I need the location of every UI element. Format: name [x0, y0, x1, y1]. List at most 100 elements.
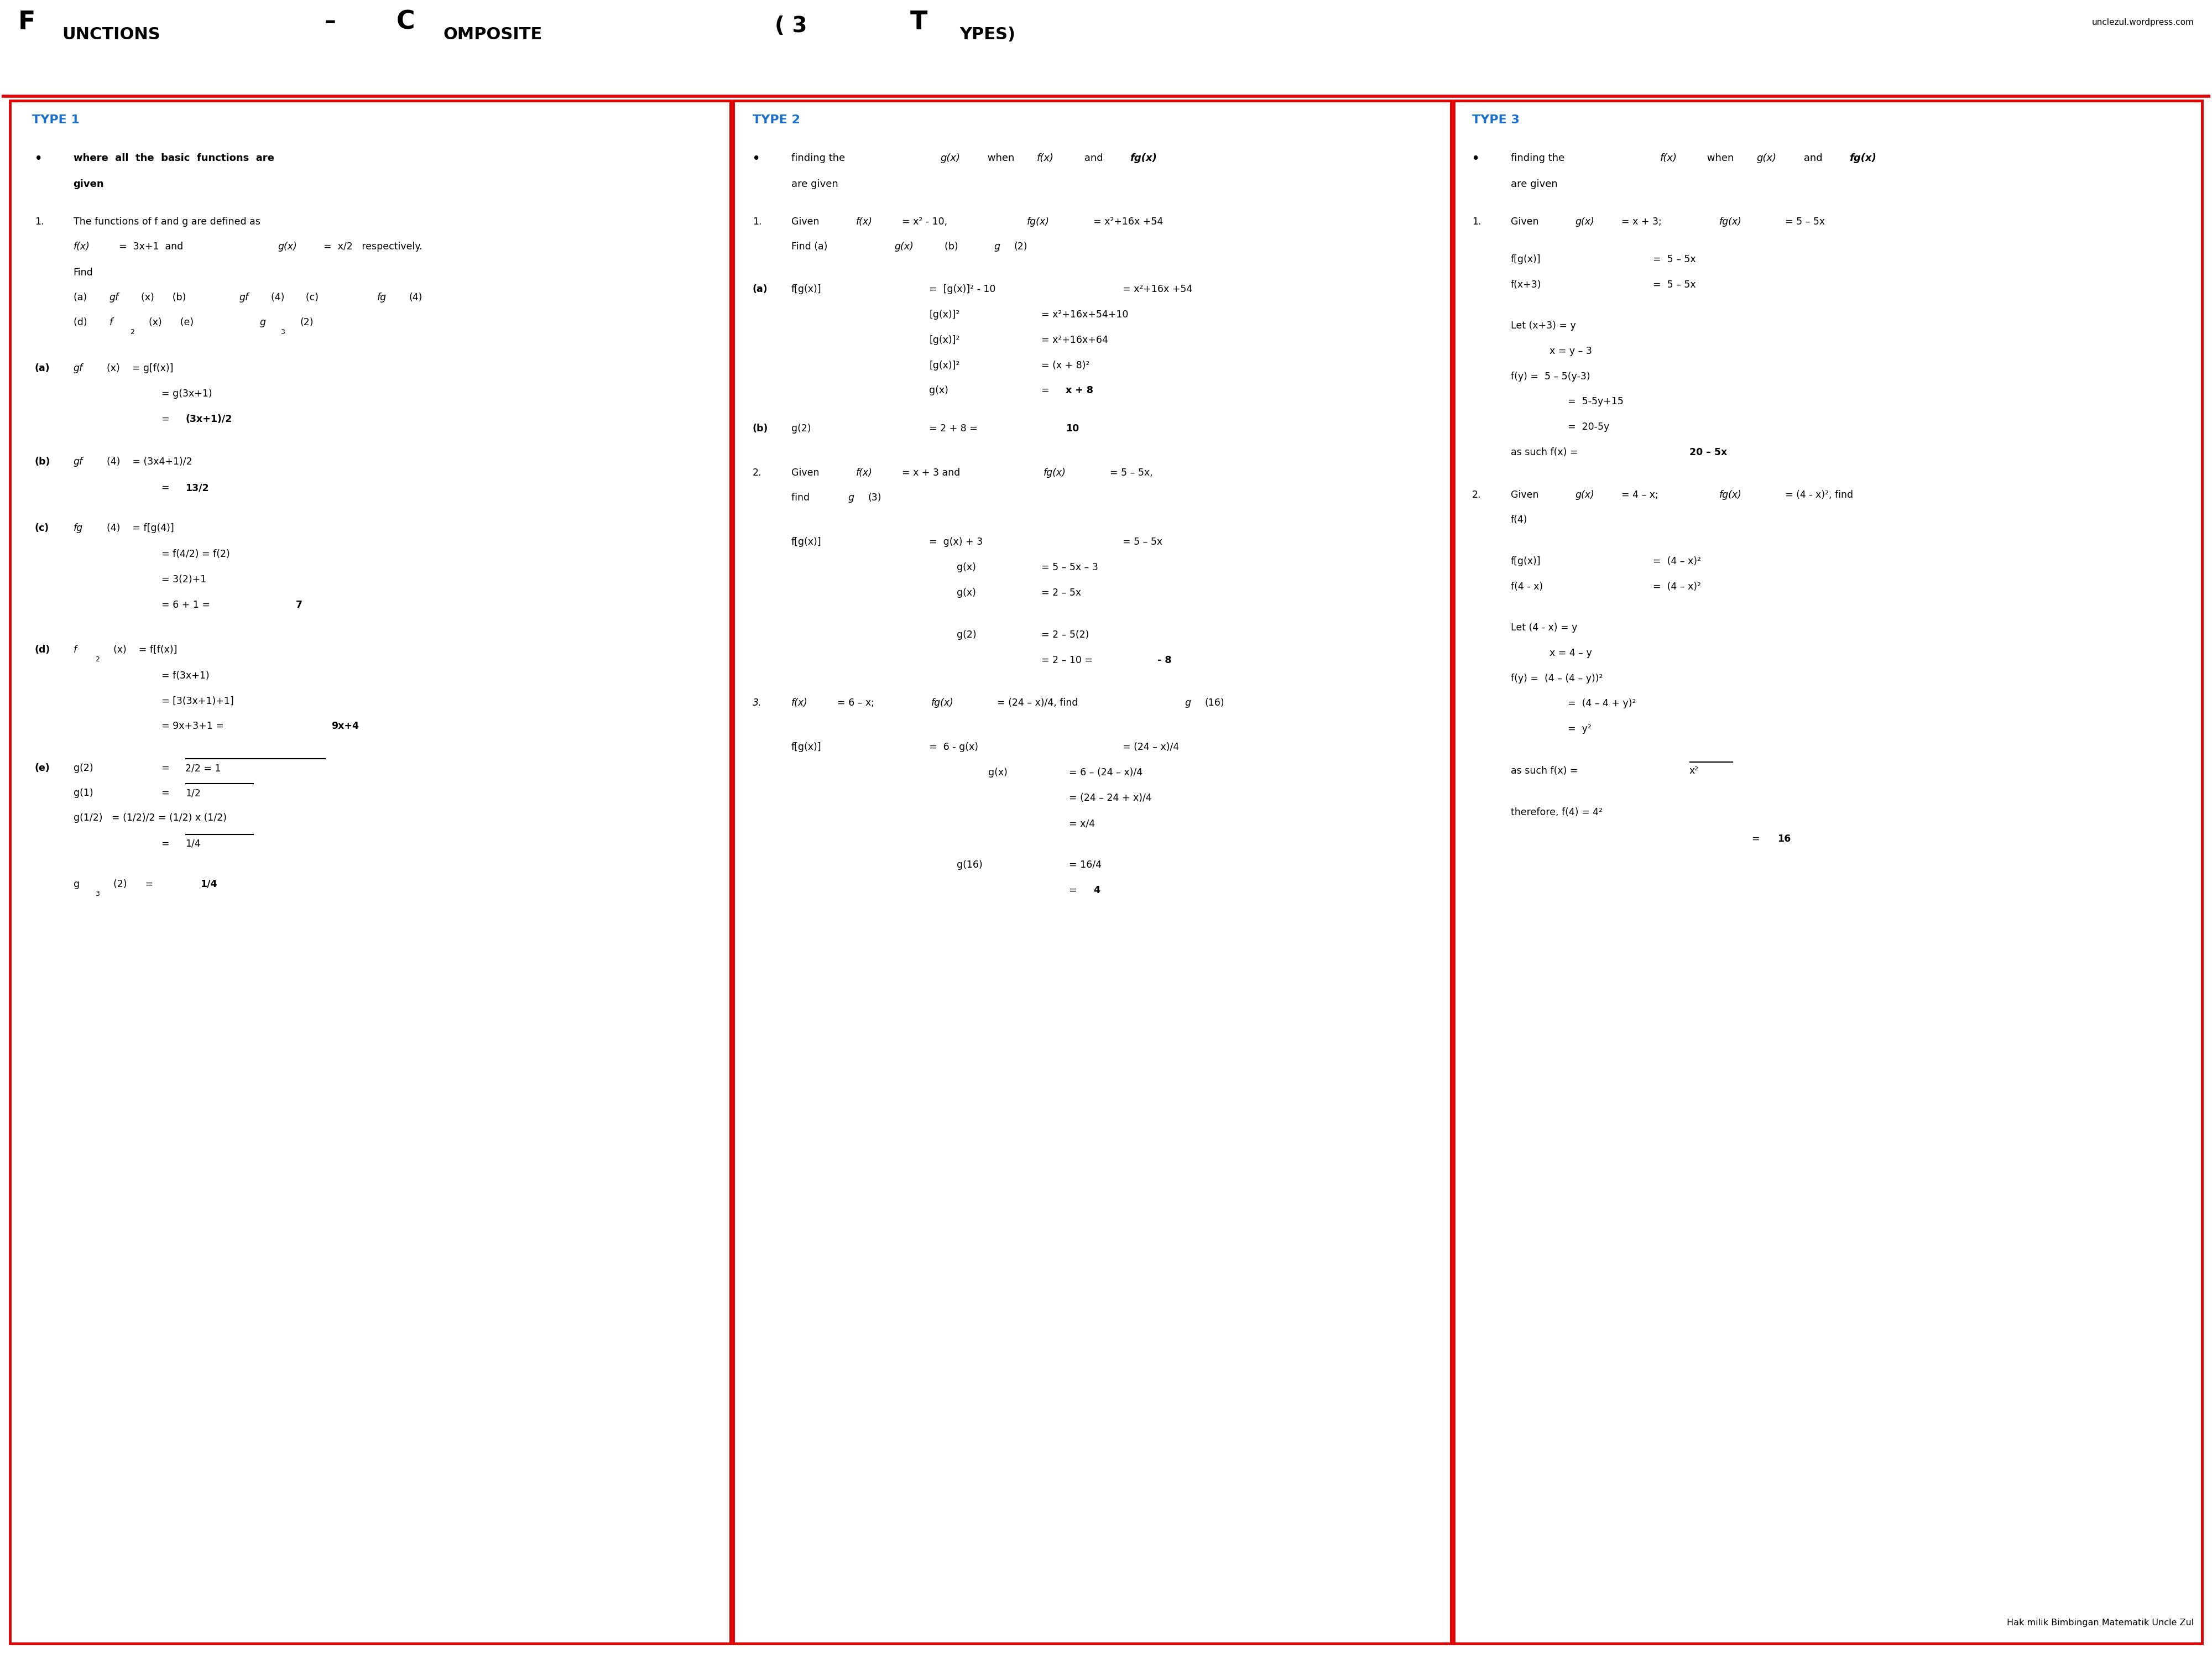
- Text: g(x): g(x): [929, 385, 949, 395]
- Text: fg(x): fg(x): [1130, 153, 1157, 163]
- Text: •: •: [752, 153, 761, 164]
- Text: 2.: 2.: [1473, 489, 1482, 499]
- FancyBboxPatch shape: [732, 101, 1451, 1644]
- Text: (3x+1)/2: (3x+1)/2: [186, 415, 232, 425]
- Text: 2: 2: [95, 655, 100, 664]
- Text: =  (4 – x)²: = (4 – x)²: [1652, 556, 1701, 566]
- Text: =  5-5y+15: = 5-5y+15: [1568, 397, 1624, 406]
- Text: Hak milik Bimbingan Matematik Uncle Zul: Hak milik Bimbingan Matematik Uncle Zul: [2006, 1619, 2194, 1627]
- Text: (2)      =: (2) =: [113, 879, 157, 889]
- Text: = 2 – 5(2): = 2 – 5(2): [1042, 630, 1088, 640]
- Text: g: g: [1186, 698, 1190, 708]
- Text: g(x): g(x): [279, 242, 296, 252]
- Text: (4)    = f[g(4)]: (4) = f[g(4)]: [106, 523, 175, 533]
- Text: f(x): f(x): [73, 242, 91, 252]
- Text: 20 – 5x: 20 – 5x: [1690, 448, 1728, 458]
- Text: fg: fg: [73, 523, 82, 533]
- Text: g(2): g(2): [73, 763, 93, 773]
- Text: (e): (e): [35, 763, 51, 773]
- Text: fg: fg: [376, 292, 387, 302]
- Text: 13/2: 13/2: [186, 483, 208, 493]
- Text: = (4 - x)², find: = (4 - x)², find: [1785, 489, 1854, 499]
- Text: Let (x+3) = y: Let (x+3) = y: [1511, 320, 1575, 330]
- Text: g(x): g(x): [940, 153, 960, 163]
- Text: = 2 + 8 =: = 2 + 8 =: [929, 423, 980, 433]
- Text: (4)    = (3x4+1)/2: (4) = (3x4+1)/2: [106, 456, 192, 466]
- Text: =: =: [161, 763, 173, 773]
- Text: =: =: [161, 483, 173, 493]
- Text: g: g: [993, 242, 1000, 252]
- Text: = 5 – 5x: = 5 – 5x: [1785, 217, 1825, 227]
- Text: 7: 7: [296, 601, 303, 611]
- Text: where  all  the  basic  functions  are: where all the basic functions are: [73, 153, 274, 163]
- Text: when: when: [984, 153, 1018, 163]
- Text: =: =: [1068, 886, 1079, 896]
- Text: TYPE 1: TYPE 1: [31, 114, 80, 126]
- Text: g(x): g(x): [989, 768, 1009, 778]
- Text: gf: gf: [239, 292, 248, 302]
- Text: (4)       (c): (4) (c): [272, 292, 321, 302]
- Text: fg(x): fg(x): [1849, 153, 1876, 163]
- Text: x = y – 3: x = y – 3: [1548, 347, 1593, 357]
- Text: and: and: [1801, 153, 1825, 163]
- Text: Find: Find: [73, 267, 93, 277]
- Text: (x)    = g[f(x)]: (x) = g[f(x)]: [106, 363, 173, 373]
- Text: = 4 – x;: = 4 – x;: [1621, 489, 1661, 499]
- Text: g: g: [259, 317, 265, 327]
- Text: F: F: [18, 10, 35, 35]
- Text: = x/4: = x/4: [1068, 818, 1095, 828]
- Text: (b): (b): [35, 456, 51, 466]
- Text: C: C: [396, 10, 416, 35]
- Text: f(x): f(x): [856, 217, 872, 227]
- Text: are given: are given: [1511, 179, 1557, 189]
- Text: g: g: [847, 493, 854, 503]
- Text: f(x): f(x): [1659, 153, 1677, 163]
- Text: f: f: [108, 317, 113, 327]
- Text: x = 4 – y: x = 4 – y: [1548, 649, 1593, 659]
- Text: =  y²: = y²: [1568, 723, 1590, 733]
- Text: =: =: [1752, 834, 1763, 844]
- Text: = x² - 10,: = x² - 10,: [902, 217, 951, 227]
- Text: =  g(x) + 3: = g(x) + 3: [929, 538, 982, 547]
- Text: gf: gf: [73, 363, 82, 373]
- Text: g(1/2)   = (1/2)/2 = (1/2) x (1/2): g(1/2) = (1/2)/2 = (1/2) x (1/2): [73, 813, 226, 823]
- Text: [g(x)]²: [g(x)]²: [929, 335, 960, 345]
- Text: f[g(x)]: f[g(x)]: [1511, 254, 1542, 264]
- Text: (a): (a): [35, 363, 51, 373]
- Text: =  6 - g(x): = 6 - g(x): [929, 742, 978, 752]
- Text: g(x): g(x): [894, 242, 914, 252]
- Text: x²: x²: [1690, 766, 1699, 776]
- FancyBboxPatch shape: [9, 101, 730, 1644]
- Text: = 2 – 10 =: = 2 – 10 =: [1042, 655, 1095, 665]
- Text: T: T: [909, 10, 927, 35]
- Text: as such f(x) =: as such f(x) =: [1511, 448, 1582, 458]
- Text: = 9x+3+1 =: = 9x+3+1 =: [161, 722, 228, 732]
- Text: fg(x): fg(x): [1719, 217, 1741, 227]
- Text: ( 3: ( 3: [774, 15, 814, 36]
- Text: therefore, f(4) = 4²: therefore, f(4) = 4²: [1511, 808, 1601, 818]
- Text: Given: Given: [1511, 489, 1542, 499]
- Text: gf: gf: [73, 456, 82, 466]
- Text: = x²+16x +54: = x²+16x +54: [1121, 284, 1192, 294]
- Text: = (24 – x)/4, find: = (24 – x)/4, find: [998, 698, 1082, 708]
- Text: (2): (2): [1013, 242, 1026, 252]
- Text: = 5 – 5x – 3: = 5 – 5x – 3: [1042, 562, 1099, 572]
- Text: = 16/4: = 16/4: [1068, 859, 1102, 869]
- Text: =  (4 – x)²: = (4 – x)²: [1652, 582, 1701, 592]
- Text: = 6 – x;: = 6 – x;: [836, 698, 878, 708]
- Text: =: =: [161, 415, 173, 425]
- Text: gf: gf: [108, 292, 119, 302]
- Text: (16): (16): [1206, 698, 1225, 708]
- Text: 10: 10: [1066, 423, 1079, 433]
- Text: •: •: [35, 153, 42, 164]
- Text: 2.: 2.: [752, 468, 761, 478]
- Text: (a): (a): [73, 292, 91, 302]
- Text: = 5 – 5x,: = 5 – 5x,: [1110, 468, 1152, 478]
- Text: f[g(x)]: f[g(x)]: [792, 538, 821, 547]
- Text: g(x): g(x): [958, 587, 975, 597]
- Text: = 5 – 5x: = 5 – 5x: [1121, 538, 1164, 547]
- Text: f[g(x)]: f[g(x)]: [792, 742, 821, 752]
- Text: fg(x): fg(x): [1044, 468, 1066, 478]
- Text: (a): (a): [752, 284, 768, 294]
- Text: (d): (d): [73, 317, 91, 327]
